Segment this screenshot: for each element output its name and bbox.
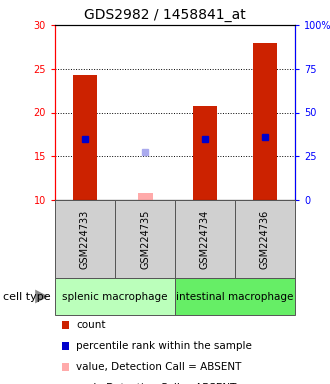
Text: GSM224736: GSM224736 (260, 209, 270, 269)
Bar (138, 193, 152, 200)
Text: GSM224733: GSM224733 (80, 209, 90, 269)
Text: GDS2982 / 1458841_at: GDS2982 / 1458841_at (84, 8, 246, 22)
Text: value, Detection Call = ABSENT: value, Detection Call = ABSENT (77, 362, 242, 372)
Bar (253, 43, 277, 200)
Text: cell type: cell type (3, 291, 51, 301)
Text: splenic macrophage: splenic macrophage (62, 291, 168, 301)
Bar (193, 106, 217, 200)
Text: intestinal macrophage: intestinal macrophage (176, 291, 294, 301)
Bar (73, 75, 97, 200)
Text: GSM224734: GSM224734 (200, 209, 210, 269)
Text: GSM224735: GSM224735 (140, 209, 150, 269)
Text: percentile rank within the sample: percentile rank within the sample (77, 341, 252, 351)
Text: count: count (77, 320, 106, 330)
Text: rank, Detection Call = ABSENT: rank, Detection Call = ABSENT (77, 383, 237, 384)
